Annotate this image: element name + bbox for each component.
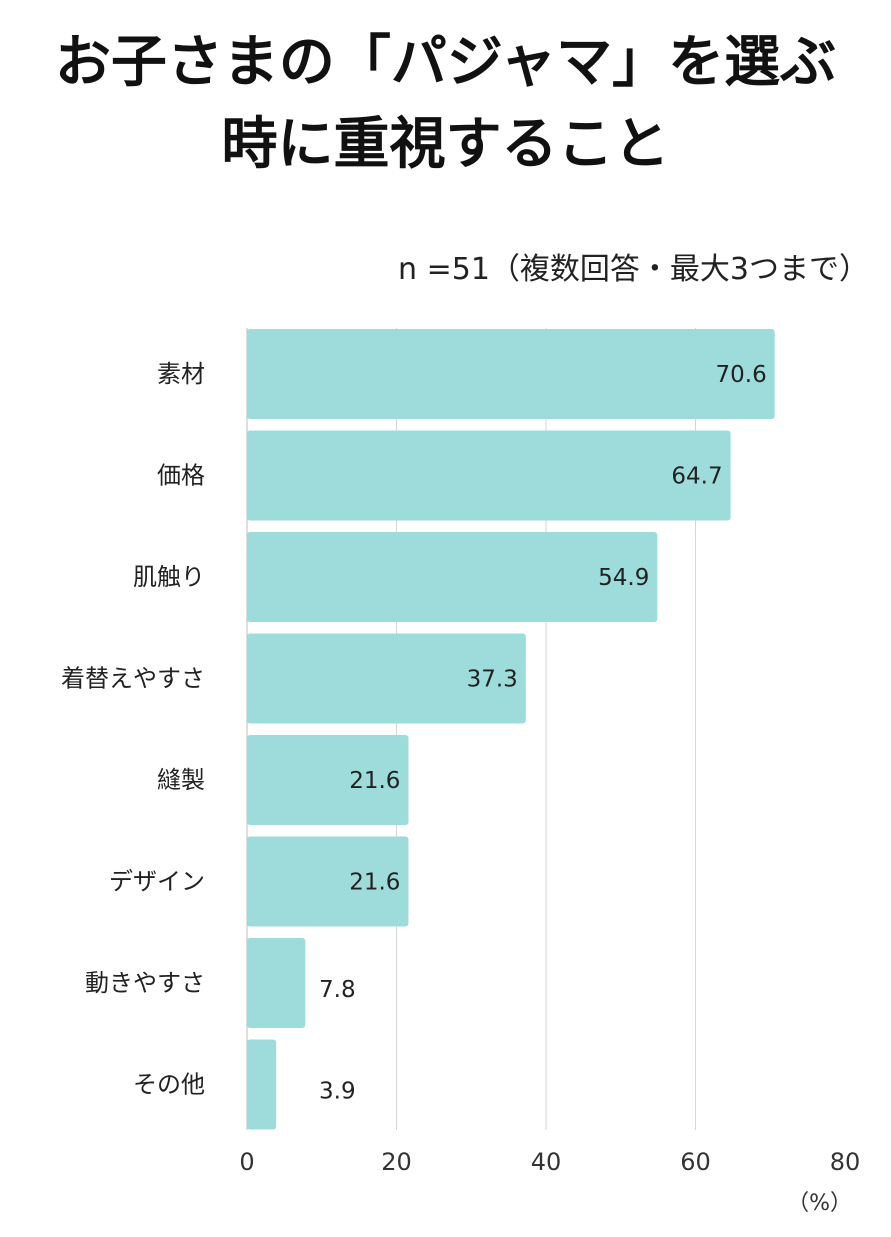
category-label: 素材 (157, 360, 205, 388)
x-tick-label: 0 (239, 1148, 254, 1176)
chart-title-line-2: 時に重視すること (221, 112, 670, 177)
category-label: その他 (133, 1071, 205, 1099)
category-label: 縫製 (157, 766, 205, 794)
category-label: デザイン (109, 868, 205, 896)
chart-subtitle: n =51（複数回答・最大3つまで） (398, 252, 869, 287)
bar (247, 1039, 277, 1130)
category-label: 動きやすさ (85, 969, 205, 997)
value-label: 64.7 (671, 464, 722, 490)
chart-title-line-1: お子さまの「パジャマ」を選ぶ (54, 30, 837, 95)
bars (247, 329, 775, 1130)
value-label: 37.3 (467, 667, 518, 693)
x-tick-label: 80 (830, 1148, 861, 1176)
x-axis-unit: （%） (787, 1191, 852, 1216)
bar (247, 938, 306, 1028)
x-tick-label: 20 (381, 1148, 412, 1176)
value-label: 70.6 (716, 362, 767, 388)
bar (247, 836, 409, 927)
bar (247, 735, 409, 825)
value-labels: 70.6 64.7 54.9 37.3 21.6 21.6 7.8 3.9 (319, 362, 767, 1105)
category-label: 価格 (157, 462, 205, 490)
bar (247, 532, 658, 622)
chart-title: お子さまの「パジャマ」を選ぶ 時に重視すること (0, 22, 891, 186)
x-tick-label: 60 (680, 1148, 711, 1176)
value-label: 21.6 (349, 768, 400, 794)
x-axis-ticks: 0 20 40 60 80 (239, 1148, 860, 1176)
bar (247, 430, 731, 521)
value-label: 54.9 (598, 565, 649, 591)
category-label: 肌触り (133, 563, 205, 591)
value-label: 3.9 (319, 1079, 356, 1105)
bar (247, 633, 526, 724)
value-label: 7.8 (319, 977, 356, 1003)
bar (247, 329, 775, 419)
x-tick-label: 40 (531, 1148, 562, 1176)
value-label: 21.6 (349, 870, 400, 896)
category-label: 着替えやすさ (61, 665, 205, 693)
